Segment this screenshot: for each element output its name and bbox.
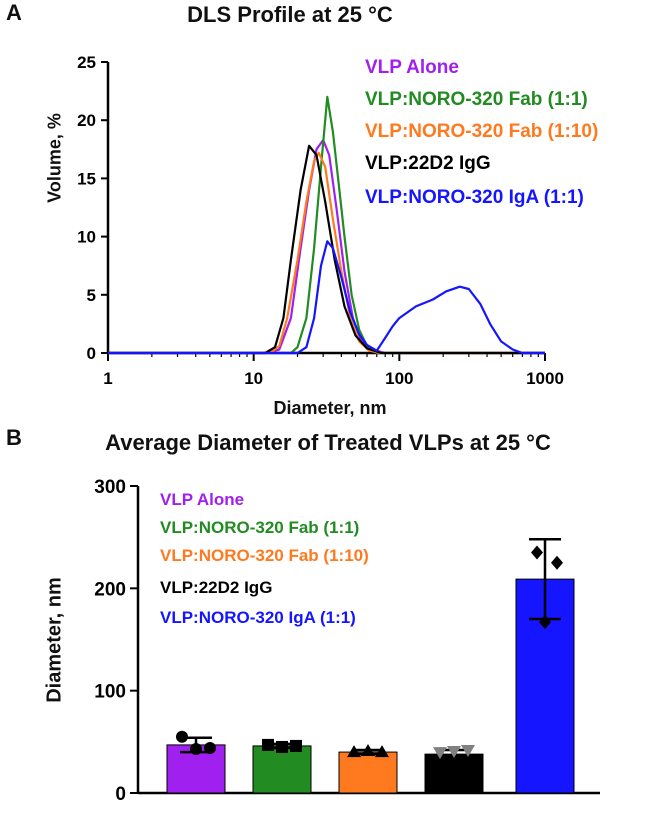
chart-b-point-0-2 <box>204 741 216 754</box>
chart-a-ytick-label: 10 <box>77 228 96 247</box>
legend-a-item-4: VLP:NORO-320 IgA (1:1) <box>365 187 584 208</box>
chart-b-point-4-1 <box>551 555 563 570</box>
chart-a-xtick-label: 10 <box>244 369 263 388</box>
chart-a-ytick-label: 0 <box>87 344 96 363</box>
chart-b-bar-1 <box>252 745 312 794</box>
chart-a-xtick-label: 1000 <box>526 369 564 388</box>
chart-b-point-3-0 <box>433 747 447 760</box>
legend-a-item-1: VLP:NORO-320 Fab (1:1) <box>365 89 588 110</box>
chart-b-point-1-2 <box>290 739 302 752</box>
chart-a-series-line-3 <box>108 144 545 355</box>
chart-b-point-4-2 <box>539 615 551 630</box>
chart-a-xtick-label: 100 <box>385 369 413 388</box>
chart-b-bar-2 <box>338 751 398 794</box>
chart-a-series-line-1 <box>108 95 545 355</box>
chart-b-point-3-1 <box>447 746 461 759</box>
chart-b-point-2-2 <box>375 745 389 758</box>
legend-b-item-0: VLP Alone <box>160 490 245 509</box>
chart-b-bar-3 <box>424 753 484 794</box>
chart-b-point-0-1 <box>190 742 202 755</box>
legend-a-item-0: VLP Alone <box>365 57 459 78</box>
legend-b-item-3: VLP:22D2 IgG <box>160 578 273 597</box>
legend-b-item-2: VLP:NORO-320 Fab (1:10) <box>160 546 369 565</box>
chart-a-ytick-label: 15 <box>77 169 96 188</box>
legend-a-item-3: VLP:22D2 IgG <box>365 153 491 174</box>
chart-b-ytick-label: 300 <box>94 477 126 498</box>
chart-a-ytick-label: 20 <box>77 111 96 130</box>
chart-b-ytick-label: 0 <box>115 784 126 805</box>
chart-a-title: DLS Profile at 25 °C <box>187 2 393 27</box>
chart-b-point-3-2 <box>461 745 475 758</box>
chart-b-ytick-label: 100 <box>94 682 126 703</box>
chart-b-point-2-0 <box>347 745 361 758</box>
chart-b-point-4-0 <box>531 545 543 560</box>
chart-b-point-1-1 <box>276 740 288 753</box>
panel-b-label: B <box>6 425 22 450</box>
chart-a-series-line-2 <box>108 151 545 355</box>
legend-b-item-1: VLP:NORO-320 Fab (1:1) <box>160 518 360 537</box>
chart-b-point-0-0 <box>176 730 188 743</box>
chart-b-point-1-0 <box>262 738 274 751</box>
chart-b-ytick-label: 200 <box>94 579 126 600</box>
chart-a-xtick-label: 1 <box>103 369 112 388</box>
legend-a-item-2: VLP:NORO-320 Fab (1:10) <box>365 121 599 142</box>
chart-a-ytick-label: 5 <box>87 286 96 305</box>
chart-a-series-line-4 <box>108 240 545 355</box>
legend-b-item-4: VLP:NORO-320 IgA (1:1) <box>160 608 356 627</box>
chart-a-xlabel: Diameter, nm <box>273 398 387 418</box>
panel-a-label: A <box>6 0 22 25</box>
chart-b-title: Average Diameter of Treated VLPs at 25 °… <box>105 430 551 455</box>
chart-b-point-2-1 <box>361 744 375 757</box>
chart-a-ytick-label: 25 <box>77 53 96 72</box>
